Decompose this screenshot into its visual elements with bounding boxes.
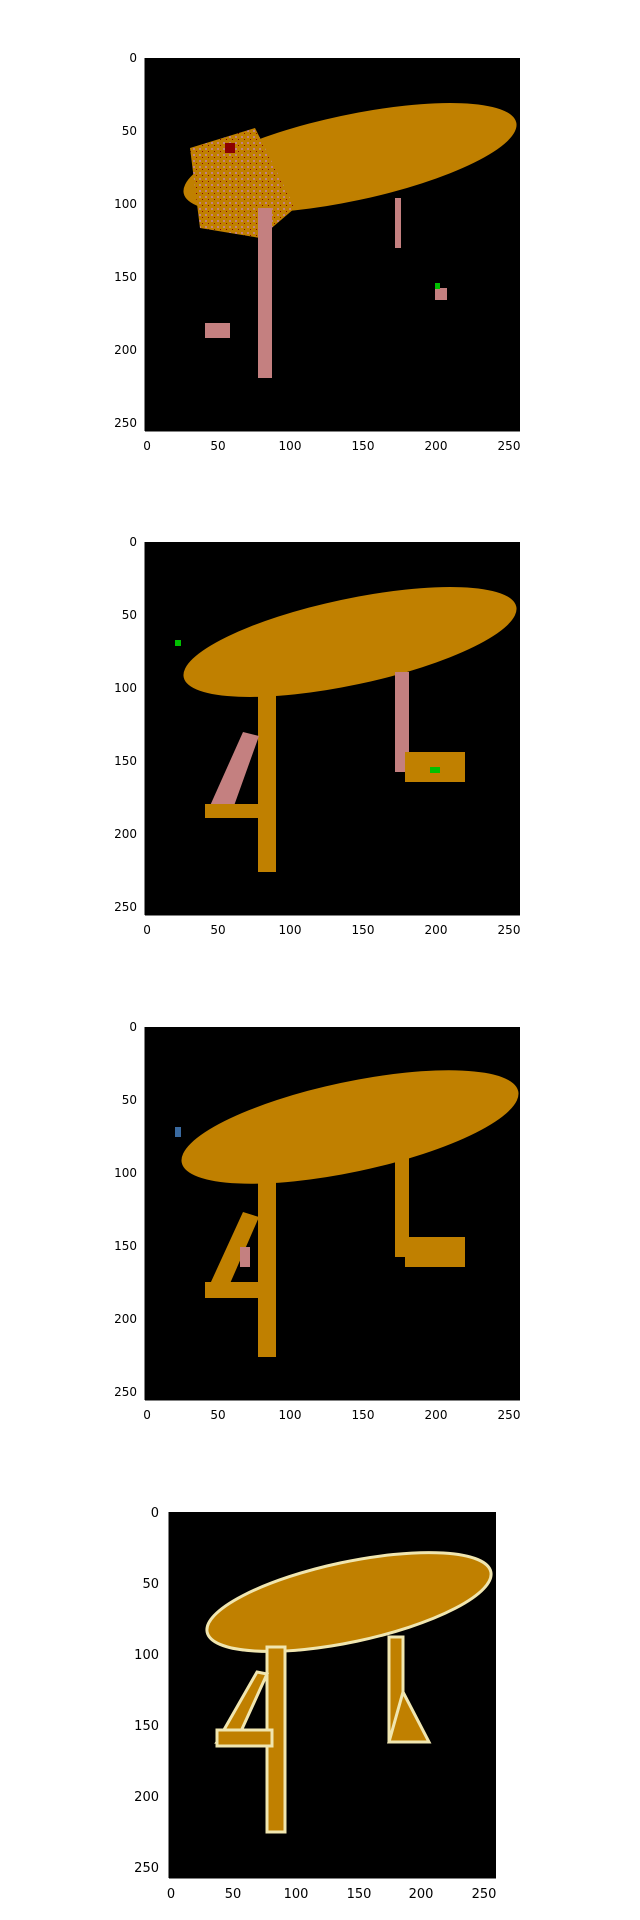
panel-1: 0 50 100 150 200 250 0 50 100 150 200 25… xyxy=(114,51,521,453)
panel-2: 0 50 100 150 200 250 0 50 100 150 200 25… xyxy=(114,535,521,937)
x-tick-label: 0 xyxy=(143,1408,151,1422)
panel-3: 0 50 100 150 200 250 0 50 100 150 200 25… xyxy=(114,1020,521,1422)
x-tick-label: 150 xyxy=(352,923,375,937)
x-tick-label: 150 xyxy=(347,1887,372,1902)
y-tick-label: 100 xyxy=(134,1648,159,1663)
x-tick-label: 50 xyxy=(210,923,225,937)
segmentation-mask xyxy=(183,103,517,378)
y-tick-label: 200 xyxy=(134,1790,159,1805)
y-axis: 0 50 100 150 200 250 xyxy=(114,535,146,915)
y-tick-label: 150 xyxy=(114,754,137,768)
x-tick-label: 100 xyxy=(279,923,302,937)
y-tick-label: 100 xyxy=(114,681,137,695)
y-tick-label: 250 xyxy=(114,1385,137,1399)
x-tick-label: 150 xyxy=(352,1408,375,1422)
x-tick-label: 0 xyxy=(143,439,151,453)
y-axis: 0 50 100 150 200 250 xyxy=(114,1020,146,1400)
x-tick-label: 250 xyxy=(498,1408,521,1422)
segmentation-mask xyxy=(175,1070,519,1357)
x-tick-label: 200 xyxy=(425,1408,448,1422)
y-tick-label: 50 xyxy=(142,1577,159,1592)
x-tick-label: 250 xyxy=(498,439,521,453)
y-tick-label: 200 xyxy=(114,343,137,357)
y-tick-label: 100 xyxy=(114,197,137,211)
segmentation-mask xyxy=(205,1551,493,1834)
y-tick-label: 0 xyxy=(151,1506,159,1521)
y-tick-label: 0 xyxy=(129,1020,137,1034)
x-tick-label: 200 xyxy=(425,439,448,453)
x-tick-label: 0 xyxy=(167,1887,175,1902)
x-tick-label: 250 xyxy=(498,923,521,937)
x-tick-label: 50 xyxy=(210,1408,225,1422)
x-tick-label: 100 xyxy=(279,1408,302,1422)
y-tick-label: 0 xyxy=(129,535,137,549)
y-tick-label: 0 xyxy=(129,51,137,65)
y-tick-label: 250 xyxy=(114,900,137,914)
y-tick-label: 150 xyxy=(134,1719,159,1734)
y-tick-label: 250 xyxy=(134,1861,159,1876)
x-tick-label: 150 xyxy=(352,439,375,453)
segmentation-mask xyxy=(175,587,517,872)
x-tick-label: 50 xyxy=(225,1887,242,1902)
y-axis: 0 50 100 150 200 250 xyxy=(114,51,146,431)
x-tick-label: 0 xyxy=(143,923,151,937)
x-tick-label: 50 xyxy=(210,439,225,453)
y-tick-label: 250 xyxy=(114,416,137,430)
x-tick-label: 200 xyxy=(409,1887,434,1902)
x-axis: 0 50 100 150 200 250 xyxy=(143,914,521,937)
x-axis: 0 50 100 150 200 250 xyxy=(143,1399,521,1422)
y-tick-label: 200 xyxy=(114,1312,137,1326)
y-tick-label: 100 xyxy=(114,1166,137,1180)
y-tick-label: 50 xyxy=(122,1093,137,1107)
y-tick-label: 150 xyxy=(114,270,137,284)
x-tick-label: 200 xyxy=(425,923,448,937)
y-tick-label: 50 xyxy=(122,124,137,138)
x-tick-label: 100 xyxy=(279,439,302,453)
y-tick-label: 200 xyxy=(114,827,137,841)
x-tick-label: 100 xyxy=(284,1887,309,1902)
x-axis: 0 50 100 150 200 250 xyxy=(143,430,521,453)
x-axis: 0 50 100 150 200 250 xyxy=(167,1877,497,1902)
y-tick-label: 150 xyxy=(114,1239,137,1253)
panel-ground-truth: 0 50 100 150 200 250 0 50 100 150 200 25… xyxy=(134,1506,497,1902)
x-tick-label: 250 xyxy=(472,1887,497,1902)
y-axis: 0 50 100 150 200 250 xyxy=(134,1506,170,1878)
y-tick-label: 50 xyxy=(122,608,137,622)
